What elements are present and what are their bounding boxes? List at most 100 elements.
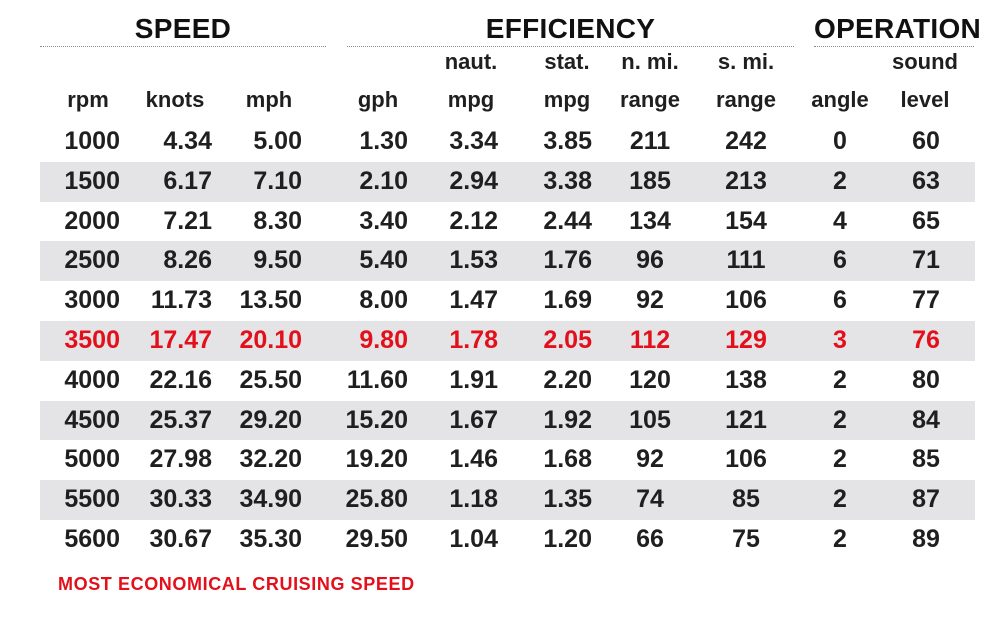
- cell-gph: 11.60: [346, 365, 408, 394]
- cell-naut-mpg: 3.34: [449, 127, 498, 155]
- cell-naut-mpg: 1.67: [449, 405, 498, 434]
- cell-nmi-range: 134: [629, 206, 671, 235]
- cell-sound-level: 80: [912, 365, 940, 394]
- cell-stat-mpg: 1.20: [543, 524, 592, 553]
- cell-knots: 8.26: [163, 246, 212, 275]
- cell-rpm: 5600: [64, 524, 120, 553]
- cell-smi-range: 75: [732, 524, 760, 553]
- cell-mph: 32.20: [239, 445, 302, 474]
- cell-naut-mpg: 1.78: [449, 325, 498, 354]
- cell-mph: 5.00: [253, 127, 302, 155]
- cell-stat-mpg: 2.20: [543, 365, 592, 394]
- cell-sound-level: 87: [912, 485, 940, 514]
- cell-mph: 34.90: [239, 485, 302, 514]
- cell-naut-mpg: 1.18: [449, 485, 498, 514]
- cell-smi-range: 213: [725, 166, 767, 195]
- smi-range-header-top: s. mi.: [717, 49, 775, 74]
- cell-knots: 11.73: [150, 286, 212, 315]
- cell-nmi-range: 120: [629, 365, 671, 394]
- cell-stat-mpg: 1.68: [543, 445, 592, 474]
- table-row: 5000 27.98 32.20 19.20 1.46 1.68 92 106 2 85: [40, 440, 975, 480]
- cell-knots: 17.47: [149, 325, 212, 354]
- speed-group-header: SPEED: [40, 12, 326, 47]
- cell-nmi-range: 105: [629, 405, 671, 434]
- cell-angle: 2: [833, 445, 847, 474]
- cell-mph: 35.30: [239, 524, 302, 553]
- cell-knots: 6.17: [163, 166, 212, 195]
- cell-sound-level: 76: [912, 325, 940, 354]
- table-row: 3000 11.73 13.50 8.00 1.47 1.69 92 106 6 77: [40, 281, 975, 321]
- table-row-highlighted: 3500 17.47 20.10 9.80 1.78 2.05 112 129 3 76: [40, 320, 975, 361]
- cell-sound-level: 71: [912, 246, 940, 275]
- cell-knots: 30.67: [149, 524, 212, 553]
- cell-knots: 25.37: [149, 405, 212, 434]
- cell-mph: 9.50: [253, 246, 302, 275]
- cell-smi-range: 85: [732, 485, 760, 514]
- cell-naut-mpg: 1.53: [449, 246, 498, 275]
- footnote: MOST ECONOMICAL CRUISING SPEED: [58, 574, 415, 594]
- cell-stat-mpg: 2.44: [543, 206, 592, 235]
- cell-stat-mpg: 1.35: [543, 485, 592, 514]
- cell-smi-range: 242: [725, 127, 767, 155]
- cell-mph: 8.30: [253, 206, 302, 235]
- cell-mph: 20.10: [239, 325, 302, 354]
- cell-smi-range: 106: [725, 286, 767, 315]
- smi-range-header: range: [716, 87, 776, 112]
- mph-header: mph: [245, 87, 293, 112]
- cell-mph: 29.20: [239, 405, 302, 434]
- cell-rpm: 1500: [64, 166, 120, 195]
- cell-angle: 2: [833, 524, 847, 553]
- cell-rpm: 5000: [64, 445, 120, 474]
- cell-smi-range: 106: [725, 445, 767, 474]
- cell-rpm: 2000: [64, 206, 120, 235]
- cell-gph: 9.80: [359, 325, 408, 354]
- cell-nmi-range: 211: [629, 127, 671, 155]
- sound-level-header-top: sound: [892, 49, 958, 74]
- cell-gph: 15.20: [345, 405, 408, 434]
- cell-sound-level: 63: [912, 166, 940, 195]
- cell-stat-mpg: 3.38: [543, 166, 592, 195]
- stat-mpg-header-top: stat.: [544, 49, 590, 74]
- cell-rpm: 5500: [64, 485, 120, 514]
- cell-rpm: 3500: [64, 325, 120, 354]
- cell-stat-mpg: 1.92: [543, 405, 592, 434]
- cell-rpm: 1000: [64, 127, 120, 155]
- efficiency-group-header: EFFICIENCY: [347, 12, 794, 47]
- knots-header: knots: [145, 87, 205, 112]
- cell-angle: 4: [833, 206, 847, 235]
- cell-sound-level: 77: [912, 286, 940, 315]
- cell-sound-level: 65: [912, 206, 940, 235]
- cell-stat-mpg: 3.85: [543, 127, 592, 155]
- naut-mpg-header-top: naut.: [444, 49, 498, 74]
- cell-mph: 7.10: [253, 166, 302, 195]
- cell-naut-mpg: 1.47: [449, 286, 498, 315]
- cell-smi-range: 154: [725, 206, 767, 235]
- cell-gph: 2.10: [359, 166, 408, 195]
- cell-stat-mpg: 1.76: [543, 246, 592, 275]
- cell-rpm: 2500: [64, 246, 120, 275]
- cell-angle: 3: [833, 325, 847, 354]
- cell-rpm: 3000: [64, 286, 120, 315]
- stat-mpg-header: mpg: [543, 87, 591, 112]
- cell-nmi-range: 74: [636, 485, 664, 514]
- table-row: 1000 4.34 5.00 1.30 3.34 3.85 211 242 0 60: [40, 122, 975, 162]
- cell-smi-range: 138: [725, 365, 767, 394]
- cell-gph: 3.40: [359, 206, 408, 235]
- cell-gph: 19.20: [345, 445, 408, 474]
- table-row: 4000 22.16 25.50 11.60 1.91 2.20 120 138 2 80: [40, 361, 975, 401]
- cell-mph: 13.50: [239, 286, 302, 315]
- cell-sound-level: 60: [912, 127, 940, 155]
- cell-knots: 22.16: [149, 365, 212, 394]
- cell-knots: 30.33: [149, 485, 212, 514]
- cell-naut-mpg: 2.94: [449, 166, 498, 195]
- nmi-range-header: range: [620, 87, 680, 112]
- table-row: 5500 30.33 34.90 25.80 1.18 1.35 74 85 2 87: [40, 480, 975, 520]
- cell-naut-mpg: 1.91: [449, 365, 498, 394]
- gph-header: gph: [357, 87, 399, 112]
- cell-angle: 6: [833, 286, 847, 315]
- cell-angle: 2: [833, 405, 847, 434]
- cell-angle: 6: [833, 246, 847, 275]
- cell-smi-range: 111: [726, 246, 766, 275]
- cell-smi-range: 121: [725, 405, 767, 434]
- table-row: 2000 7.21 8.30 3.40 2.12 2.44 134 154 4 65: [40, 202, 975, 242]
